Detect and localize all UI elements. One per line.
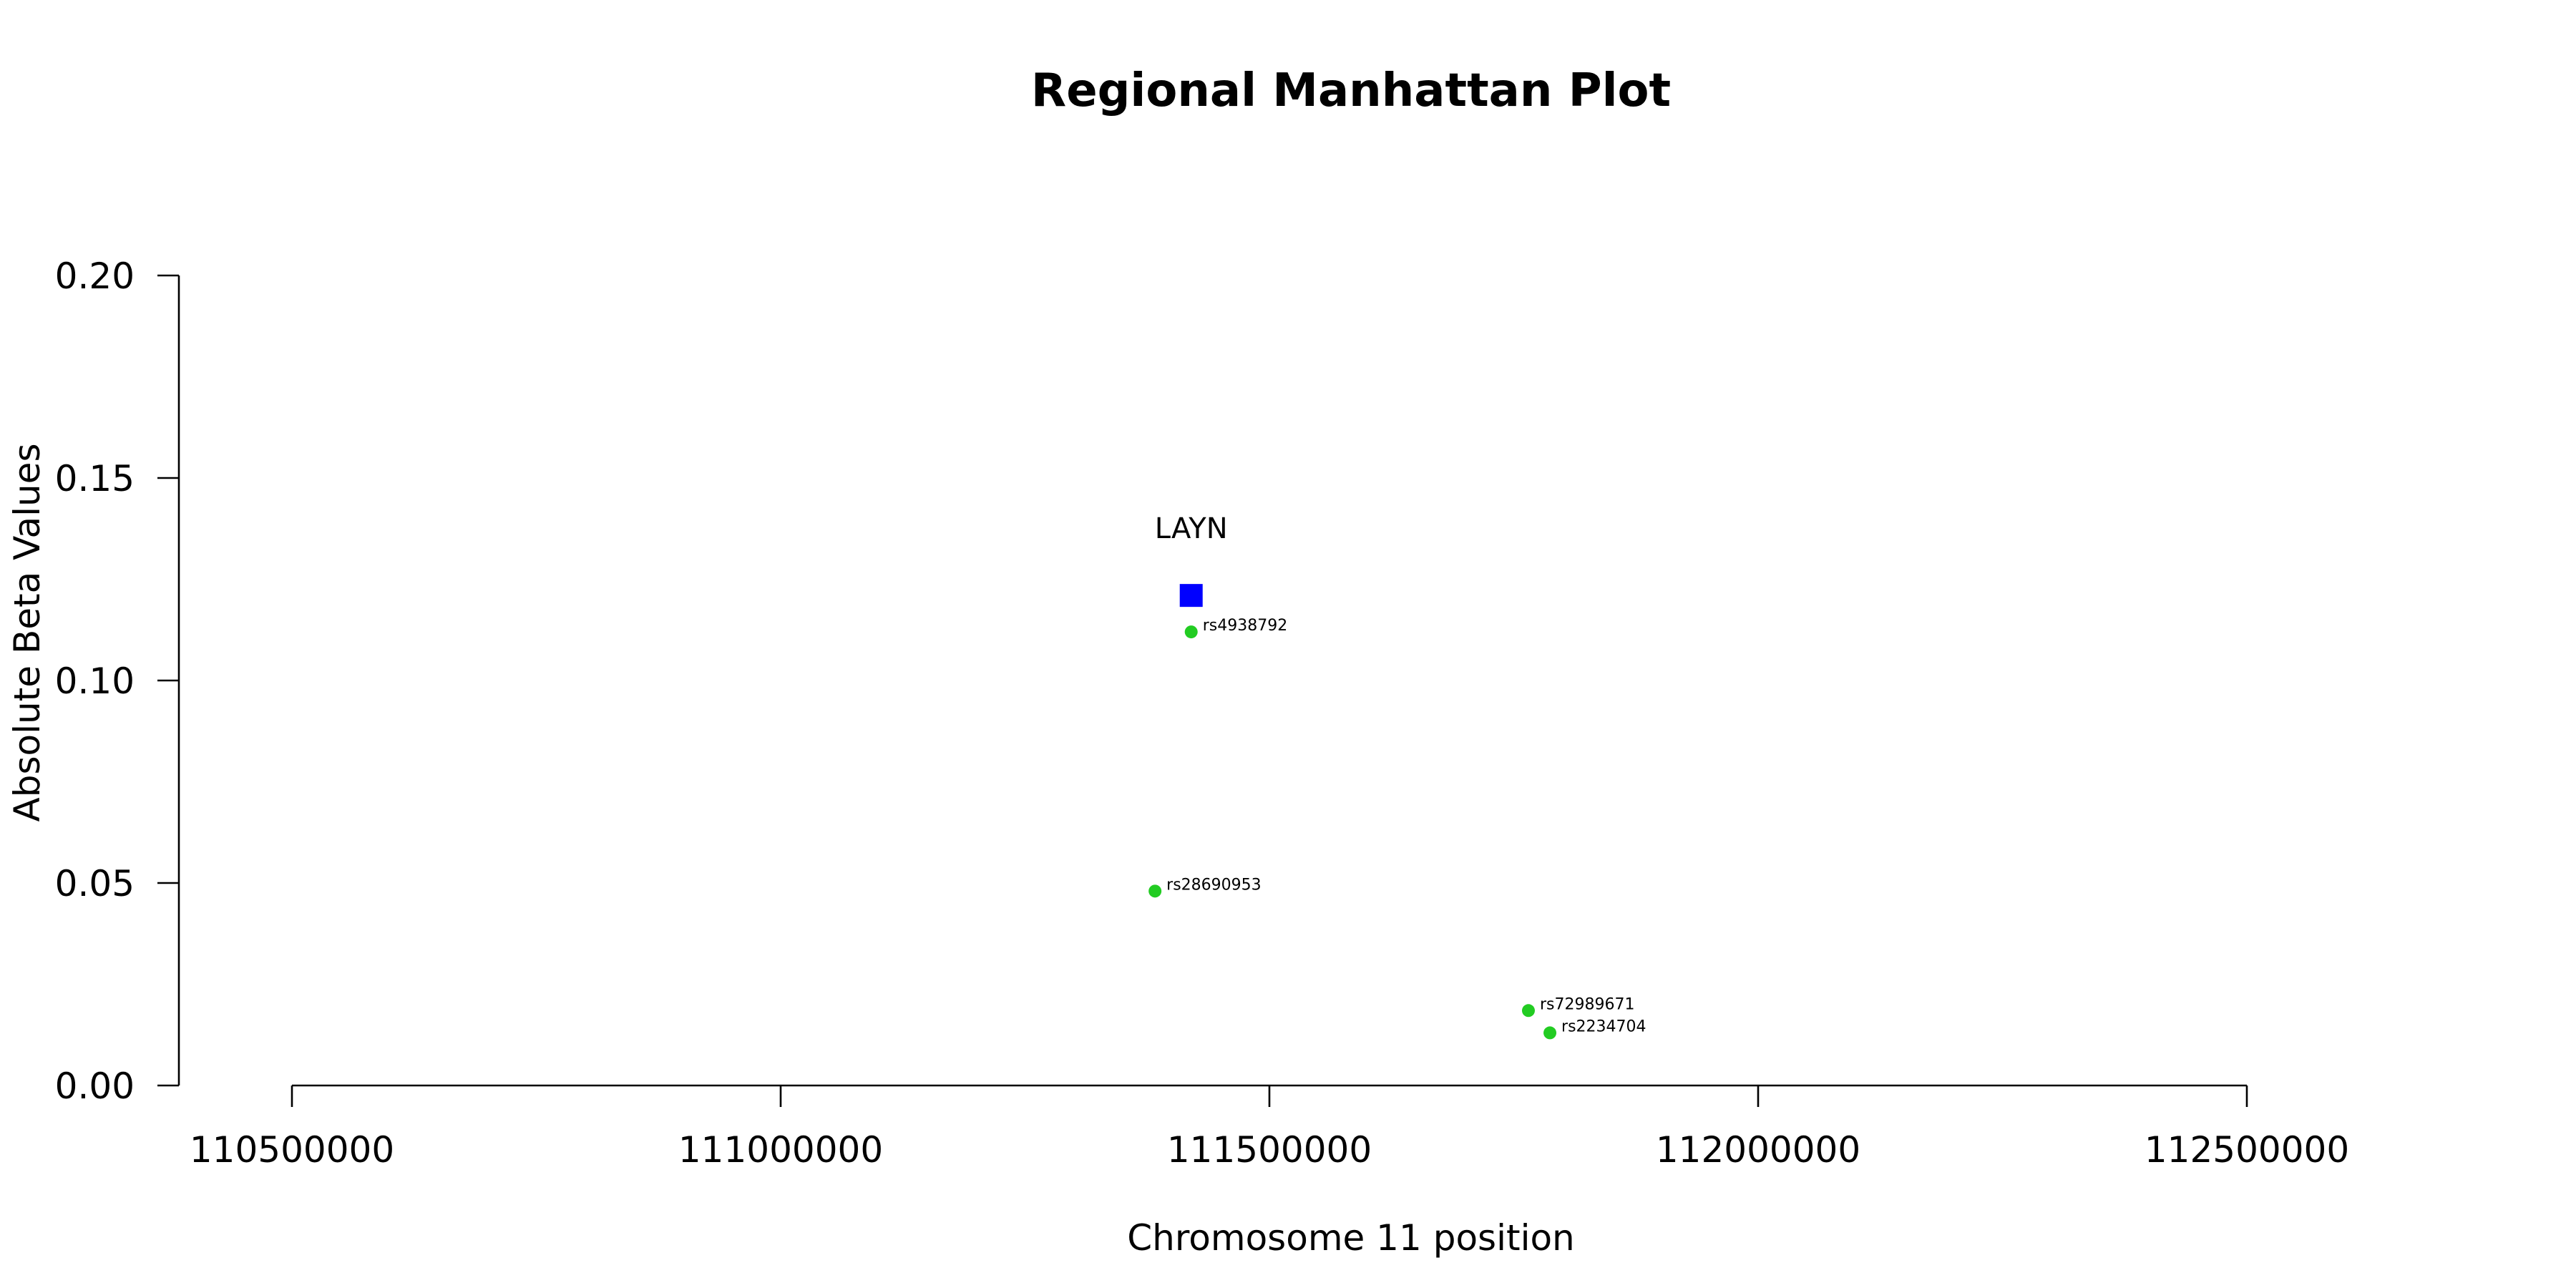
x-axis-label: Chromosome 11 position	[1127, 1217, 1575, 1259]
y-tick-label: 0.20	[55, 255, 135, 297]
x-tick-label: 112500000	[2145, 1129, 2349, 1171]
chart-title: Regional Manhattan Plot	[1031, 64, 1671, 117]
x-tick-label: 110500000	[190, 1129, 394, 1171]
x-tick-label: 112000000	[1656, 1129, 1860, 1171]
snp-label: rs28690953	[1166, 876, 1261, 894]
snp-label: rs72989671	[1540, 995, 1634, 1013]
gene-label: LAYN	[1155, 512, 1228, 545]
y-tick-label: 0.10	[55, 660, 135, 702]
y-tick-label: 0.15	[55, 458, 135, 499]
snp-point	[1184, 625, 1198, 639]
y-axis: 0.00 0.05 0.10 0.15 0.20	[55, 255, 180, 1107]
x-tick-label: 111500000	[1167, 1129, 1372, 1171]
y-axis-label: Absolute Beta Values	[6, 444, 48, 822]
snp-label: rs2234704	[1561, 1018, 1646, 1035]
snp-point	[1148, 884, 1162, 898]
x-axis: 110500000 111000000 111500000 112000000 1125…	[190, 1084, 2349, 1171]
snp-point	[1543, 1026, 1557, 1040]
y-tick-label: 0.00	[55, 1065, 135, 1107]
snp-point	[1521, 1004, 1535, 1018]
snp-label: rs4938792	[1203, 617, 1288, 635]
gene-marker	[1179, 584, 1203, 608]
x-tick-label: 111000000	[678, 1129, 883, 1171]
plot-marks: LAYN rs4938792 rs28690953 rs72989671 rs22347…	[1148, 512, 1646, 1040]
y-tick-label: 0.05	[55, 863, 135, 904]
